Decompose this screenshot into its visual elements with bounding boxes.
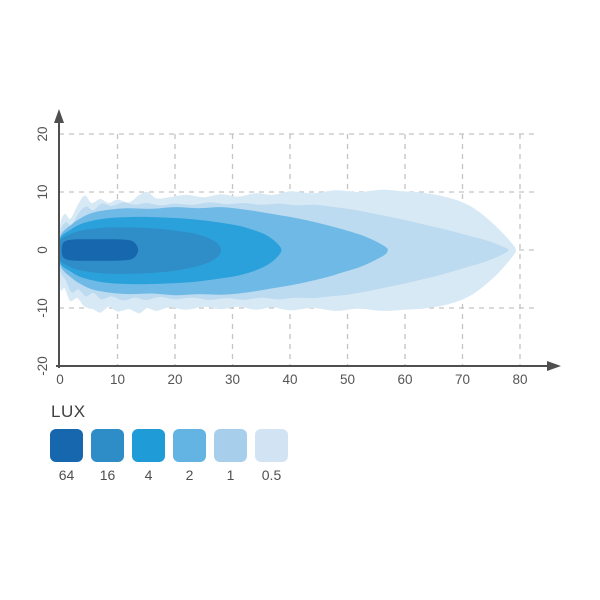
- legend-value-row: 64 16 4 2 1 0.5: [50, 467, 288, 483]
- y-tick-label: -20: [35, 356, 50, 376]
- x-tick-label: 10: [110, 372, 125, 387]
- y-tick-label: 0: [35, 246, 50, 254]
- legend-value-label: 64: [58, 467, 75, 483]
- legend-value-label: 0.5: [261, 467, 282, 483]
- x-tick-label: 20: [167, 372, 182, 387]
- legend-value-label: 2: [185, 467, 194, 483]
- lux-legend: LUX 64 16 4 2 1 0.5: [50, 402, 288, 483]
- legend-swatch-2-lux: [173, 429, 206, 462]
- y-tick-label: 10: [35, 184, 50, 199]
- x-tick-label: 50: [340, 372, 355, 387]
- x-tick-label: 40: [282, 372, 297, 387]
- contour-region-16-lux: [58, 227, 221, 274]
- x-axis-arrow-icon: [547, 361, 561, 371]
- y-tick-label: 20: [35, 126, 50, 141]
- y-tick-label: -10: [35, 298, 50, 318]
- legend-value-label: 16: [99, 467, 116, 483]
- legend-value-label: 1: [226, 467, 235, 483]
- x-tick-label: 70: [455, 372, 470, 387]
- legend-swatch-0.5-lux: [255, 429, 288, 462]
- legend-swatch-16-lux: [91, 429, 124, 462]
- y-axis-arrow-icon: [54, 109, 64, 123]
- x-tick-label: 60: [397, 372, 412, 387]
- legend-title: LUX: [51, 402, 86, 421]
- legend-swatch-4-lux: [132, 429, 165, 462]
- legend-swatch-64-lux: [50, 429, 83, 462]
- x-tick-label: 80: [512, 372, 527, 387]
- legend-swatch-1-lux: [214, 429, 247, 462]
- contour-region-64-lux: [61, 239, 139, 261]
- legend-swatch-row: [50, 429, 288, 462]
- legend-value-label: 4: [144, 467, 153, 483]
- x-tick-label: 30: [225, 372, 240, 387]
- x-tick-label: 0: [56, 372, 64, 387]
